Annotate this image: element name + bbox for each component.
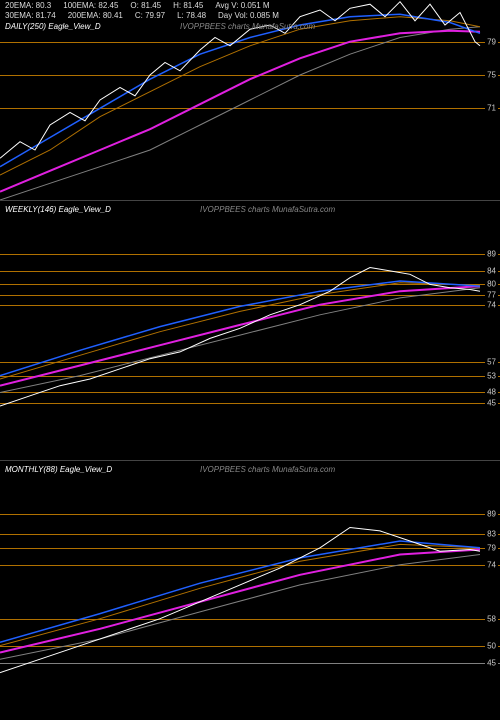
axis-label: 75 <box>485 71 498 80</box>
watermark-monthly: IVOPPBEES charts MunafaSutra.com <box>200 465 335 474</box>
axis-label: 80 <box>485 280 498 289</box>
panel-title-daily: DAILY(250) Eagle_View_D <box>5 22 101 31</box>
header-dayv: Day Vol: 0.085 M <box>218 10 279 22</box>
axis-label: 79 <box>485 37 498 46</box>
axis-label: 57 <box>485 358 498 367</box>
series-ema200 <box>0 555 480 660</box>
chart-svg-monthly <box>0 460 500 720</box>
series-ema100 <box>0 31 480 192</box>
axis-label: 77 <box>485 290 498 299</box>
series-ema30 <box>0 544 480 645</box>
axis-label: 74 <box>485 300 498 309</box>
panel-title-weekly: WEEKLY(146) Eagle_View_D <box>5 205 111 214</box>
axis-label: 79 <box>485 543 498 552</box>
header-l: L: 78.48 <box>177 10 206 22</box>
axis-label: 89 <box>485 250 498 259</box>
series-ema100 <box>0 286 480 386</box>
watermark-weekly: IVOPPBEES charts MunafaSutra.com <box>200 205 335 214</box>
axis-label: 45 <box>485 658 498 667</box>
panel-separator <box>0 460 500 461</box>
axis-label: 84 <box>485 266 498 275</box>
header-ema30: 30EMA: 81.74 <box>5 10 56 22</box>
header-row-2: 30EMA: 81.74 200EMA: 80.41 C: 79.97 L: 78.4… <box>5 10 495 22</box>
axis-label: 58 <box>485 614 498 623</box>
header-c: C: 79.97 <box>135 10 165 22</box>
watermark-daily: IVOPPBEES charts MunafaSutra.com <box>180 22 315 31</box>
axis-label: 48 <box>485 388 498 397</box>
series-price <box>0 268 480 407</box>
series-price <box>0 528 480 673</box>
panel-title-monthly: MONTHLY(88) Eagle_View_D <box>5 465 112 474</box>
axis-label: 74 <box>485 560 498 569</box>
chart-panel-weekly: WEEKLY(146) Eagle_View_D IVOPPBEES charts… <box>0 200 500 460</box>
axis-label: 83 <box>485 530 498 539</box>
series-ema200 <box>0 288 480 393</box>
chart-svg-weekly <box>0 200 500 460</box>
axis-label: 45 <box>485 398 498 407</box>
header-ema200: 200EMA: 80.41 <box>68 10 123 22</box>
panel-separator <box>0 200 500 201</box>
axis-label: 53 <box>485 371 498 380</box>
chart-panel-daily: 20EMA: 80.3100EMA: 82.45O: 81.45H: 81.45… <box>0 0 500 200</box>
chart-panel-monthly: MONTHLY(88) Eagle_View_D IVOPPBEES charts… <box>0 460 500 720</box>
axis-label: 50 <box>485 641 498 650</box>
axis-label: 71 <box>485 104 498 113</box>
axis-label: 89 <box>485 510 498 519</box>
